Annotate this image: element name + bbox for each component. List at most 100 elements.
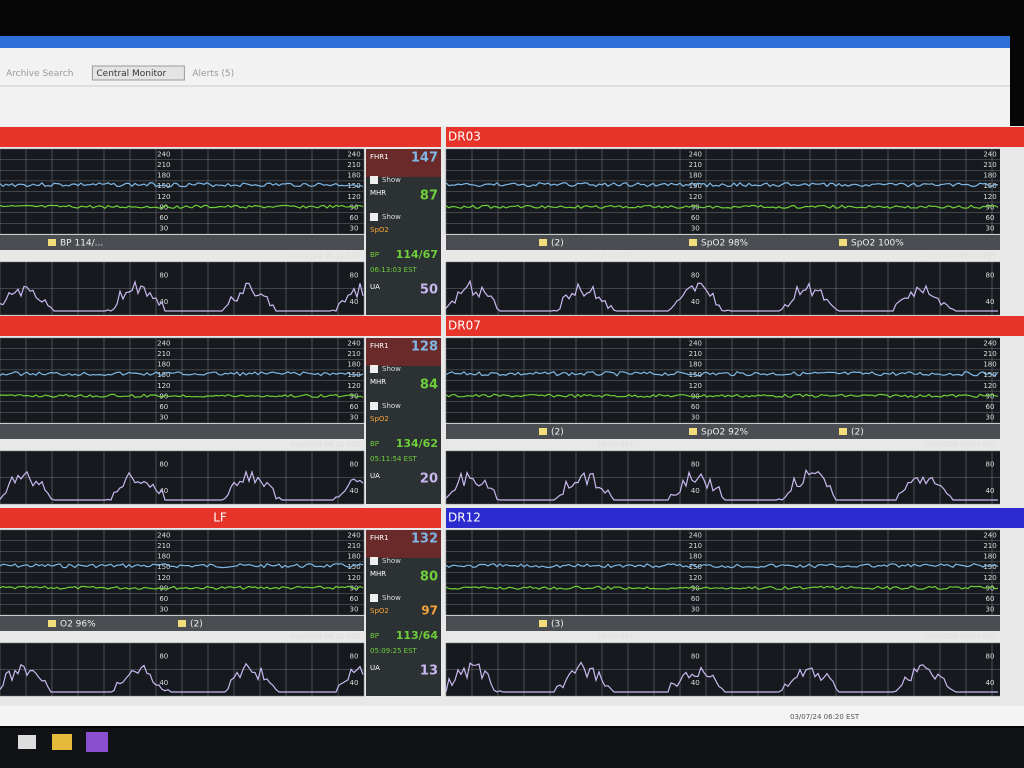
time-label: 03/07/24 06:20 EST <box>927 441 997 449</box>
annotation[interactable]: (3) <box>551 620 564 630</box>
vital-label: SpO2 <box>370 607 389 615</box>
note-icon[interactable] <box>48 620 56 627</box>
taskbar-app[interactable] <box>86 732 108 752</box>
note-icon[interactable] <box>178 620 186 627</box>
show-label[interactable]: Show <box>382 402 401 410</box>
annotation[interactable]: (2) <box>551 239 564 249</box>
tick-label: 120 <box>157 193 170 201</box>
tick-label: 180 <box>983 361 996 369</box>
time-label: 06:10 EST <box>598 441 634 449</box>
annotation[interactable]: SpO2 92% <box>701 428 749 438</box>
note-icon[interactable] <box>539 428 547 435</box>
tick-label: 40 <box>350 679 359 687</box>
annotation[interactable]: O2 96% <box>60 620 96 630</box>
tick-label: 180 <box>689 172 702 180</box>
annotation[interactable]: (2) <box>190 620 203 630</box>
tick-label: 240 <box>157 339 170 347</box>
show-label[interactable]: Show <box>382 176 401 184</box>
tick-label: 180 <box>347 172 360 180</box>
show-checkbox[interactable] <box>370 365 378 373</box>
tick-label: 150 <box>157 182 170 190</box>
tick-label: 120 <box>689 574 702 582</box>
vital-label: FHR1 <box>370 534 389 542</box>
trace <box>0 204 364 210</box>
vital-label: UA <box>370 283 380 291</box>
panel-header <box>446 316 1024 336</box>
tick-label: 90 <box>986 584 995 592</box>
note-icon[interactable] <box>689 428 697 435</box>
tab[interactable]: Archive Search <box>6 69 73 79</box>
note-icon[interactable] <box>539 239 547 246</box>
tick-label: 80 <box>159 271 168 279</box>
status-time: 03/07/24 06:20 EST <box>790 713 860 721</box>
annotation[interactable]: SpO2 98% <box>701 239 749 249</box>
time-label: 03/07/24 06:20 EST <box>291 252 361 260</box>
note-icon[interactable] <box>48 239 56 246</box>
tick-label: 60 <box>986 403 995 411</box>
tick-label: 150 <box>157 563 170 571</box>
show-label[interactable]: Show <box>382 365 401 373</box>
tick-label: 30 <box>159 606 168 614</box>
tick-label: 210 <box>157 350 170 358</box>
tick-label: 210 <box>347 161 360 169</box>
fhr-value: 128 <box>411 340 438 355</box>
show-checkbox[interactable] <box>370 594 378 602</box>
show-checkbox[interactable] <box>370 557 378 565</box>
note-icon[interactable] <box>689 239 697 246</box>
tick-label: 90 <box>159 203 168 211</box>
panel-title[interactable]: DR07 <box>448 319 481 333</box>
tick-label: 60 <box>691 595 700 603</box>
tick-label: 180 <box>157 361 170 369</box>
vital-label: FHR1 <box>370 342 389 350</box>
tick-label: 210 <box>983 350 996 358</box>
panel-title[interactable]: LF <box>213 511 227 525</box>
show-label[interactable]: Show <box>382 557 401 565</box>
taskbar-icon[interactable] <box>18 735 36 749</box>
trace <box>0 181 364 188</box>
tick-label: 240 <box>689 339 702 347</box>
tick-label: 240 <box>689 531 702 539</box>
annotation[interactable]: (2) <box>851 428 864 438</box>
show-checkbox[interactable] <box>370 213 378 221</box>
mhr-value: 80 <box>420 570 438 585</box>
mhr-value: 84 <box>420 378 438 393</box>
tab[interactable]: Alerts (5) <box>192 69 234 79</box>
bp-value: 134/62 <box>396 437 438 450</box>
tick-label: 30 <box>159 225 168 233</box>
tick-label: 60 <box>159 403 168 411</box>
tick-label: 150 <box>347 182 360 190</box>
panel-header <box>0 127 441 147</box>
tick-label: 210 <box>983 161 996 169</box>
annotation[interactable]: BP 114/... <box>60 239 103 249</box>
note-icon[interactable] <box>839 428 847 435</box>
taskbar-folder[interactable] <box>52 734 72 750</box>
show-checkbox[interactable] <box>370 176 378 184</box>
tick-label: 60 <box>986 595 995 603</box>
tick-label: 60 <box>350 214 359 222</box>
tick-label: 40 <box>350 298 359 306</box>
note-icon[interactable] <box>839 239 847 246</box>
trace <box>0 585 364 590</box>
ua-value: 20 <box>420 472 438 487</box>
tab[interactable]: Central Monitor <box>96 69 166 79</box>
show-label[interactable]: Show <box>382 213 401 221</box>
tick-label: 240 <box>983 339 996 347</box>
show-label[interactable]: Show <box>382 594 401 602</box>
bp-time: 06:13:03 EST <box>370 266 418 274</box>
note-icon[interactable] <box>539 620 547 627</box>
annotation[interactable]: (2) <box>551 428 564 438</box>
tick-label: 210 <box>983 542 996 550</box>
tick-label: 60 <box>350 595 359 603</box>
annotation[interactable]: SpO2 100% <box>851 239 904 249</box>
annotation-bar <box>0 424 364 439</box>
tick-label: 40 <box>691 298 700 306</box>
show-checkbox[interactable] <box>370 402 378 410</box>
tab-active <box>91 65 185 81</box>
fhr-box <box>366 338 441 366</box>
tick-label: 150 <box>983 371 996 379</box>
panel-title[interactable]: DR03 <box>448 130 481 144</box>
status-bar <box>0 706 1024 726</box>
panel-title[interactable]: DR12 <box>448 511 481 525</box>
tick-label: 180 <box>157 553 170 561</box>
